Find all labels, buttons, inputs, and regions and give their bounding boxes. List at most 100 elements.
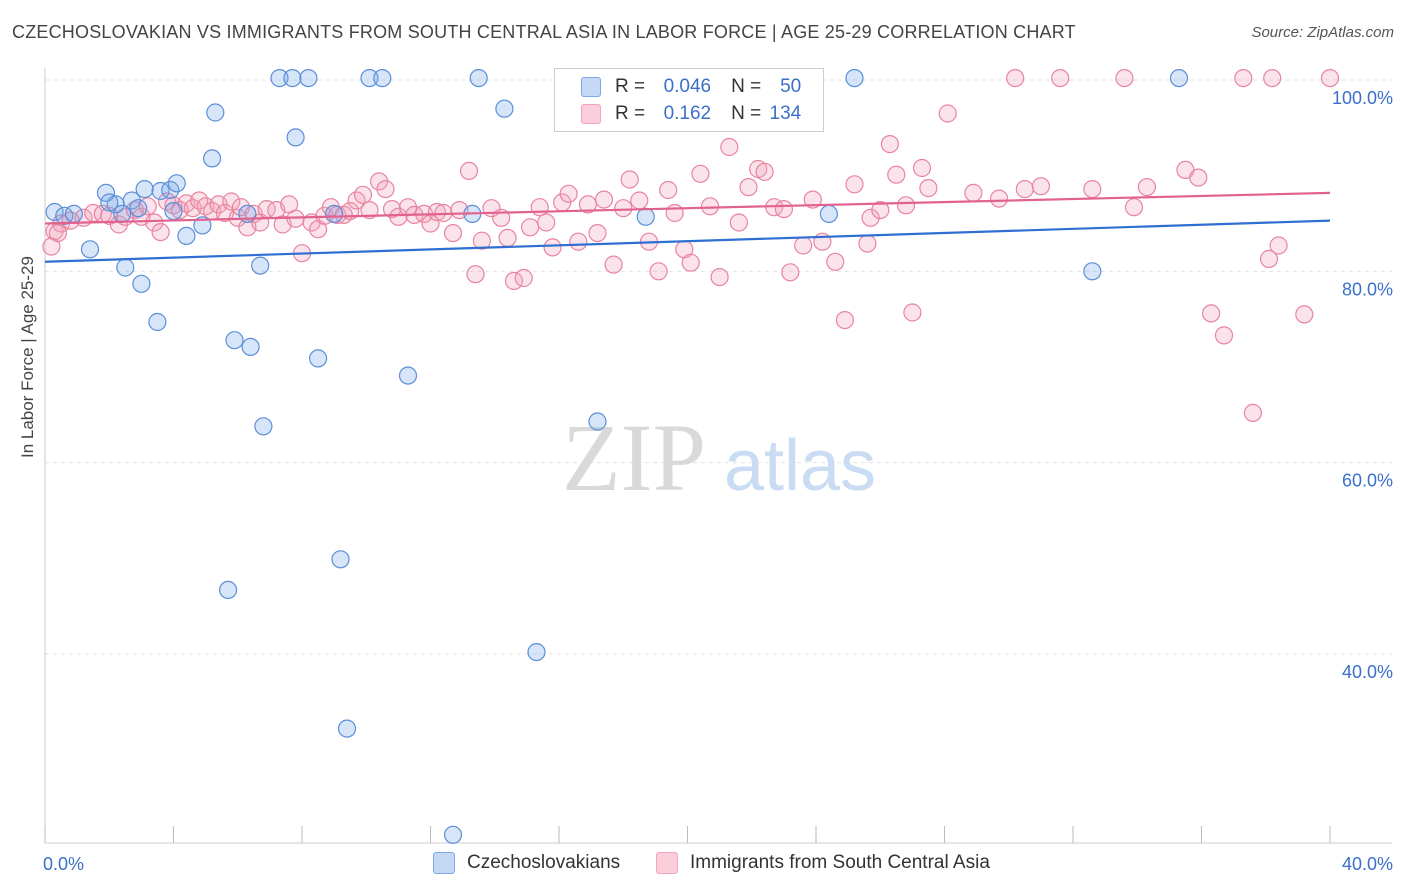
legend-row-immigrants: R = 0.162 N = 134 [581, 101, 801, 127]
point-immigrants [466, 265, 485, 284]
point-czechoslovakians [132, 274, 151, 293]
correlation-legend: R = 0.046 N = 50 R = 0.162 N = 134 [554, 68, 824, 132]
point-czechoslovakians [64, 204, 84, 223]
point-czechoslovakians [283, 68, 302, 88]
point-immigrants [861, 208, 880, 227]
point-immigrants [700, 197, 720, 216]
point-immigrants [376, 180, 395, 199]
watermark-atlas: atlas [724, 426, 876, 506]
legend-swatch-pink [656, 852, 678, 874]
point-czechoslovakians [270, 68, 289, 88]
axes [44, 68, 1392, 844]
legend-swatch-blue [581, 77, 601, 97]
point-czechoslovakians [469, 68, 488, 88]
chart-title: CZECHOSLOVAKIAN VS IMMIGRANTS FROM SOUTH… [12, 22, 1076, 42]
point-czechoslovakians [45, 202, 64, 222]
point-immigrants [1031, 177, 1051, 196]
point-immigrants [1201, 304, 1221, 323]
point-immigrants [620, 170, 639, 189]
point-czechoslovakians [241, 337, 260, 356]
point-czechoslovakians [116, 258, 135, 277]
point-immigrants [222, 192, 241, 211]
point-immigrants [630, 191, 649, 210]
point-immigrants [826, 252, 845, 271]
point-czechoslovakians [443, 825, 463, 844]
point-immigrants [604, 255, 623, 274]
y-tick-label: 40.0% [1342, 662, 1393, 682]
point-czechoslovakians [164, 202, 183, 221]
point-immigrants [1189, 168, 1208, 187]
point-immigrants [1015, 180, 1034, 199]
legend-n-value: 134 [769, 103, 802, 124]
point-immigrants [389, 207, 408, 226]
point-immigrants [1006, 68, 1025, 88]
legend-row-czechoslovakians: R = 0.046 N = 50 [581, 74, 801, 100]
point-immigrants [145, 213, 164, 232]
point-czechoslovakians [80, 240, 100, 259]
point-immigrants [659, 180, 678, 200]
point-immigrants [649, 262, 668, 281]
point-immigrants [681, 253, 700, 272]
point-czechoslovakians [309, 349, 328, 368]
point-immigrants [569, 232, 588, 251]
point-czechoslovakians [129, 199, 148, 218]
watermark-zip: ZIP [562, 404, 706, 511]
series-label: Immigrants from South Central Asia [690, 852, 990, 873]
point-immigrants [903, 303, 922, 322]
point-immigrants [835, 311, 855, 330]
point-immigrants [594, 190, 614, 209]
point-immigrants [472, 231, 491, 250]
y-tick-label: 80.0% [1342, 279, 1393, 299]
point-immigrants [614, 199, 633, 218]
point-immigrants [530, 198, 549, 217]
legend-r-label: R = [615, 76, 646, 97]
point-immigrants [1051, 68, 1070, 88]
point-immigrants [871, 201, 890, 220]
point-immigrants [781, 263, 800, 282]
point-immigrants [1263, 68, 1282, 88]
point-immigrants [774, 200, 794, 219]
point-immigrants [1269, 236, 1288, 255]
point-czechoslovakians [373, 68, 392, 88]
point-czechoslovakians [819, 204, 839, 223]
x-tick-label: 40.0% [1342, 854, 1393, 874]
series-legend-czechoslovakians: Czechoslovakians [433, 852, 620, 874]
point-immigrants [588, 224, 607, 243]
point-czechoslovakians [148, 312, 167, 332]
point-immigrants [559, 184, 578, 203]
point-czechoslovakians [135, 180, 154, 199]
legend-r-value: 0.162 [663, 103, 712, 124]
point-immigrants [691, 164, 710, 183]
point-czechoslovakians [219, 580, 238, 600]
point-immigrants [360, 201, 379, 220]
trend-line-immigrants [44, 191, 1331, 225]
point-immigrants [964, 183, 983, 202]
point-czechoslovakians [161, 180, 180, 200]
trend-line-czechoslovakians [44, 219, 1331, 263]
point-immigrants [880, 135, 900, 154]
x-tick-label: 0.0% [43, 854, 84, 874]
source-label: Source: ZipAtlas.com [1251, 24, 1394, 41]
point-immigrants [498, 228, 517, 247]
point-czechoslovakians [286, 128, 305, 147]
point-immigrants [858, 234, 877, 253]
grid-lines [45, 79, 1392, 655]
point-immigrants [794, 236, 813, 255]
point-immigrants [1137, 178, 1157, 197]
trend-lines [44, 191, 1331, 263]
series-legend-immigrants: Immigrants from South Central Asia [656, 852, 990, 874]
y-axis-title: In Labor Force | Age 25-29 [18, 256, 37, 458]
point-immigrants [520, 218, 540, 237]
tick-labels: 40.0% 60.0% 80.0% 100.0% 0.0% 40.0% [43, 88, 1393, 874]
legend-n-value: 50 [780, 76, 802, 97]
point-czechoslovakians [251, 256, 270, 275]
point-immigrants [353, 185, 373, 204]
point-immigrants [1295, 305, 1314, 324]
point-immigrants [48, 224, 68, 243]
point-czechoslovakians [845, 68, 864, 88]
point-immigrants [443, 224, 463, 243]
point-immigrants [887, 165, 906, 184]
legend-n-label: N = [731, 76, 762, 97]
point-czechoslovakians [588, 412, 607, 431]
